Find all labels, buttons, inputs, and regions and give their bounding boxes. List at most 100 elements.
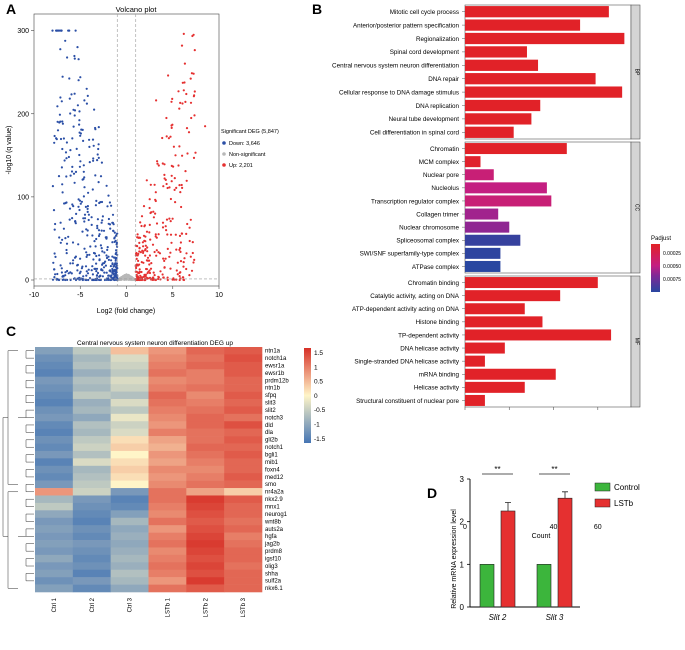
point-up bbox=[171, 217, 174, 220]
heatmap-cell bbox=[224, 547, 263, 556]
point-down bbox=[112, 273, 115, 276]
padjust-colorbar bbox=[651, 244, 660, 292]
point-down bbox=[92, 258, 95, 261]
point-up bbox=[149, 238, 152, 241]
point-down bbox=[73, 57, 76, 60]
point-up bbox=[151, 278, 154, 281]
facet-label-cc: CC bbox=[634, 204, 640, 212]
point-up bbox=[162, 276, 165, 279]
heatmap-cell bbox=[186, 473, 225, 481]
point-down bbox=[104, 260, 107, 263]
point-up bbox=[148, 271, 152, 275]
heatmap-cell bbox=[35, 547, 74, 556]
point-down bbox=[109, 278, 112, 282]
point-down bbox=[68, 77, 71, 80]
point-up bbox=[146, 277, 149, 280]
point-down bbox=[112, 229, 115, 232]
point-down bbox=[79, 160, 82, 163]
point-up bbox=[180, 232, 183, 235]
point-down bbox=[99, 278, 102, 281]
volcano-y-tick-label: 100 bbox=[17, 194, 29, 201]
point-down bbox=[113, 240, 116, 243]
point-down bbox=[56, 272, 59, 276]
heatmap-cell bbox=[148, 361, 187, 370]
point-down bbox=[60, 271, 64, 274]
point-down bbox=[86, 272, 90, 275]
heatmap-cell bbox=[148, 480, 187, 489]
point-up bbox=[144, 235, 147, 238]
heatmap-title: Central nervous system neuron differenti… bbox=[77, 340, 233, 347]
point-up bbox=[172, 165, 175, 168]
point-down bbox=[108, 201, 111, 204]
heatmap-cell bbox=[72, 428, 111, 437]
point-up bbox=[177, 90, 180, 93]
dendrogram-branch bbox=[7, 350, 18, 485]
point-down bbox=[71, 217, 74, 220]
go-term-label: MCM complex bbox=[419, 159, 460, 166]
point-down bbox=[87, 218, 90, 222]
point-up bbox=[155, 222, 159, 225]
point-down bbox=[115, 249, 118, 252]
heatmap-cell bbox=[72, 443, 111, 452]
point-down bbox=[87, 213, 90, 216]
heatmap-row-label: prdm12b bbox=[265, 378, 289, 384]
point-down bbox=[58, 121, 61, 124]
heatmap-cell bbox=[224, 532, 263, 541]
point-up bbox=[138, 241, 141, 244]
point-up bbox=[184, 100, 187, 103]
heatmap-cell bbox=[148, 384, 187, 392]
point-up bbox=[188, 239, 191, 243]
point-up bbox=[154, 233, 157, 236]
point-down bbox=[65, 248, 68, 252]
point-up bbox=[167, 74, 170, 77]
point-down bbox=[107, 278, 110, 281]
point-down bbox=[100, 221, 103, 224]
point-up bbox=[140, 276, 143, 279]
point-up bbox=[145, 179, 148, 182]
heatmap-cell bbox=[110, 436, 149, 444]
point-up bbox=[155, 236, 158, 239]
point-up bbox=[156, 160, 159, 163]
heatmap-cell bbox=[148, 458, 187, 467]
point-up bbox=[190, 269, 194, 272]
point-down bbox=[75, 147, 78, 150]
point-down bbox=[104, 236, 107, 239]
point-up bbox=[193, 114, 196, 117]
point-down bbox=[68, 218, 71, 221]
heatmap-cell bbox=[148, 413, 187, 422]
point-down bbox=[61, 238, 64, 241]
point-up bbox=[166, 247, 169, 250]
point-down bbox=[100, 247, 103, 250]
point-up bbox=[153, 183, 156, 186]
heatmap-cell bbox=[186, 436, 225, 444]
point-up bbox=[169, 197, 172, 201]
point-down bbox=[92, 157, 95, 160]
point-up bbox=[135, 270, 138, 273]
legend-label-down: Down: 3,646 bbox=[229, 141, 260, 147]
heatmap-cell bbox=[35, 569, 74, 578]
legend-marker-ns bbox=[222, 152, 226, 156]
point-up bbox=[153, 250, 156, 254]
heatmap-cell bbox=[72, 473, 111, 481]
point-down bbox=[84, 205, 87, 208]
volcano-legend-title: Significant DEG (5,847) bbox=[221, 129, 279, 135]
point-down bbox=[74, 170, 78, 173]
point-down bbox=[106, 246, 109, 249]
point-up bbox=[181, 186, 184, 189]
heatmap-cell bbox=[186, 391, 225, 400]
point-up bbox=[174, 201, 177, 204]
point-up bbox=[184, 170, 187, 173]
heatmap-cell bbox=[186, 480, 225, 489]
heatmap-cell bbox=[224, 413, 263, 422]
point-up bbox=[204, 125, 207, 128]
point-down bbox=[76, 264, 79, 267]
heatmap-row-label: hgfa bbox=[265, 534, 277, 540]
heatmap-colorbar-tick: -0.5 bbox=[314, 407, 326, 414]
point-down bbox=[108, 223, 112, 226]
point-down bbox=[78, 153, 81, 157]
point-down bbox=[113, 276, 116, 279]
point-down bbox=[81, 278, 84, 282]
point-up bbox=[152, 276, 155, 279]
point-up bbox=[154, 191, 157, 194]
point-up bbox=[146, 246, 149, 249]
